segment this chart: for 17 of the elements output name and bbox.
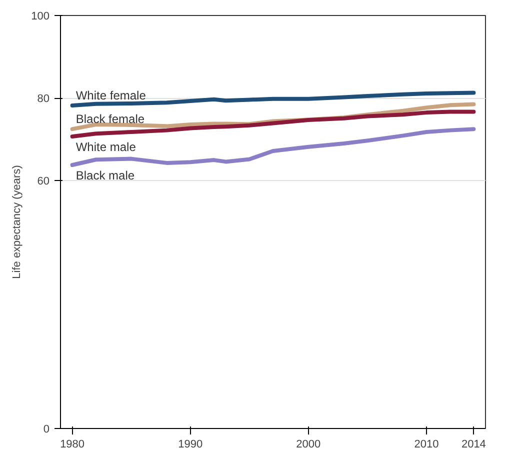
x-tick-label: 1980 bbox=[60, 438, 85, 450]
line-series bbox=[70, 127, 476, 168]
x-tick-label: 2010 bbox=[414, 438, 439, 450]
line-series bbox=[70, 90, 476, 108]
y-tick-label: 0 bbox=[43, 424, 50, 436]
x-tick-label: 2000 bbox=[296, 438, 321, 450]
series-label: Black male bbox=[76, 168, 135, 183]
series-label: White female bbox=[76, 88, 146, 103]
y-axis-title: Life expectancy (years) bbox=[11, 165, 24, 279]
series-label: Black female bbox=[76, 112, 145, 126]
x-tick-label: 2014 bbox=[461, 438, 486, 450]
y-tick-label: 100 bbox=[31, 10, 50, 22]
y-tick-label: 80 bbox=[37, 93, 50, 106]
x-tick-label: 1990 bbox=[178, 438, 203, 450]
series-label: White male bbox=[76, 140, 136, 154]
y-tick-label: 60 bbox=[37, 176, 50, 188]
line-series bbox=[70, 110, 476, 139]
